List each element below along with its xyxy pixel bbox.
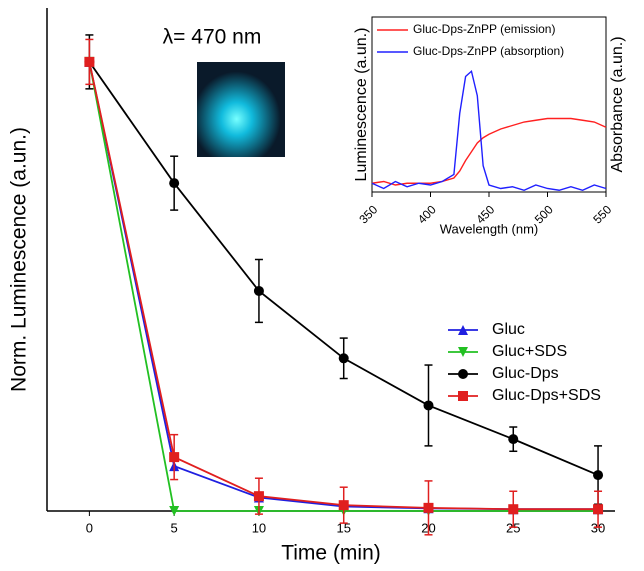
marker [84, 56, 95, 67]
x-axis-label: Wavelength (nm) [440, 221, 539, 236]
marker [169, 178, 180, 189]
legend-label: Gluc+SDS [492, 343, 567, 360]
legend-label: Gluc-Dps+SDS [492, 387, 601, 404]
x-tick-label: 400 [415, 202, 439, 226]
legend-label: Gluc-Dps [492, 365, 559, 382]
legend-marker [458, 325, 468, 335]
marker [423, 502, 434, 513]
series-line [371, 69, 607, 191]
marker [338, 353, 349, 364]
series-line [88, 61, 599, 476]
x-tick-label: 0 [86, 520, 93, 535]
legend-label: Gluc-Dps-ZnPP (emission) [413, 22, 555, 36]
marker [593, 504, 604, 515]
x-tick-label: 15 [336, 520, 350, 535]
x-tick-label: 10 [252, 520, 266, 535]
marker [253, 491, 264, 502]
y-axis-label: Luminescence (a.un.) [353, 28, 370, 182]
x-tick-label: 30 [591, 520, 605, 535]
legend-label: Gluc [492, 321, 525, 338]
marker [593, 470, 604, 481]
x-tick-label: 550 [590, 202, 614, 226]
marker [508, 504, 519, 515]
marker [169, 506, 180, 516]
marker [508, 434, 519, 445]
x-axis-label: Time (min) [281, 542, 381, 565]
x-tick-label: 350 [356, 202, 380, 226]
marker [169, 452, 180, 463]
x-tick-label: 5 [171, 520, 178, 535]
legend-marker [458, 391, 468, 401]
legend-marker [458, 347, 468, 357]
legend-label: Gluc-Dps-ZnPP (absorption) [413, 44, 564, 58]
y-axis-label: Norm. Luminescence (a.un.) [8, 127, 31, 392]
marker [423, 400, 434, 411]
y2-axis-label: Absorbance (a.un.) [609, 36, 626, 172]
annotation: λ= 470 nm [163, 26, 262, 49]
series-line [371, 117, 607, 186]
legend-marker [458, 369, 468, 379]
photo [197, 62, 285, 157]
x-tick-label: 25 [506, 520, 520, 535]
marker [253, 285, 264, 296]
marker [338, 500, 349, 511]
